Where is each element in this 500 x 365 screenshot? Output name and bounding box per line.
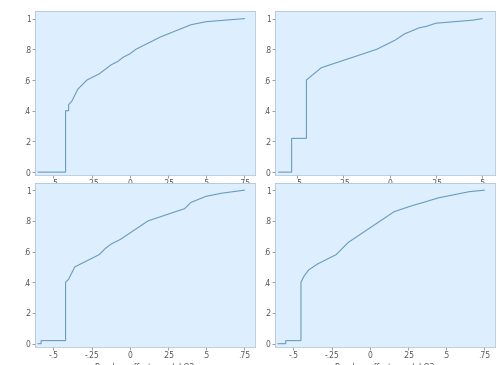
X-axis label: Random effects model B2: Random effects model B2 [96, 191, 194, 200]
X-axis label: Random effects model O3: Random effects model O3 [336, 363, 434, 365]
X-axis label: Random effects model O2: Random effects model O2 [96, 363, 194, 365]
X-axis label: Random effects model B3: Random effects model B3 [336, 191, 434, 200]
